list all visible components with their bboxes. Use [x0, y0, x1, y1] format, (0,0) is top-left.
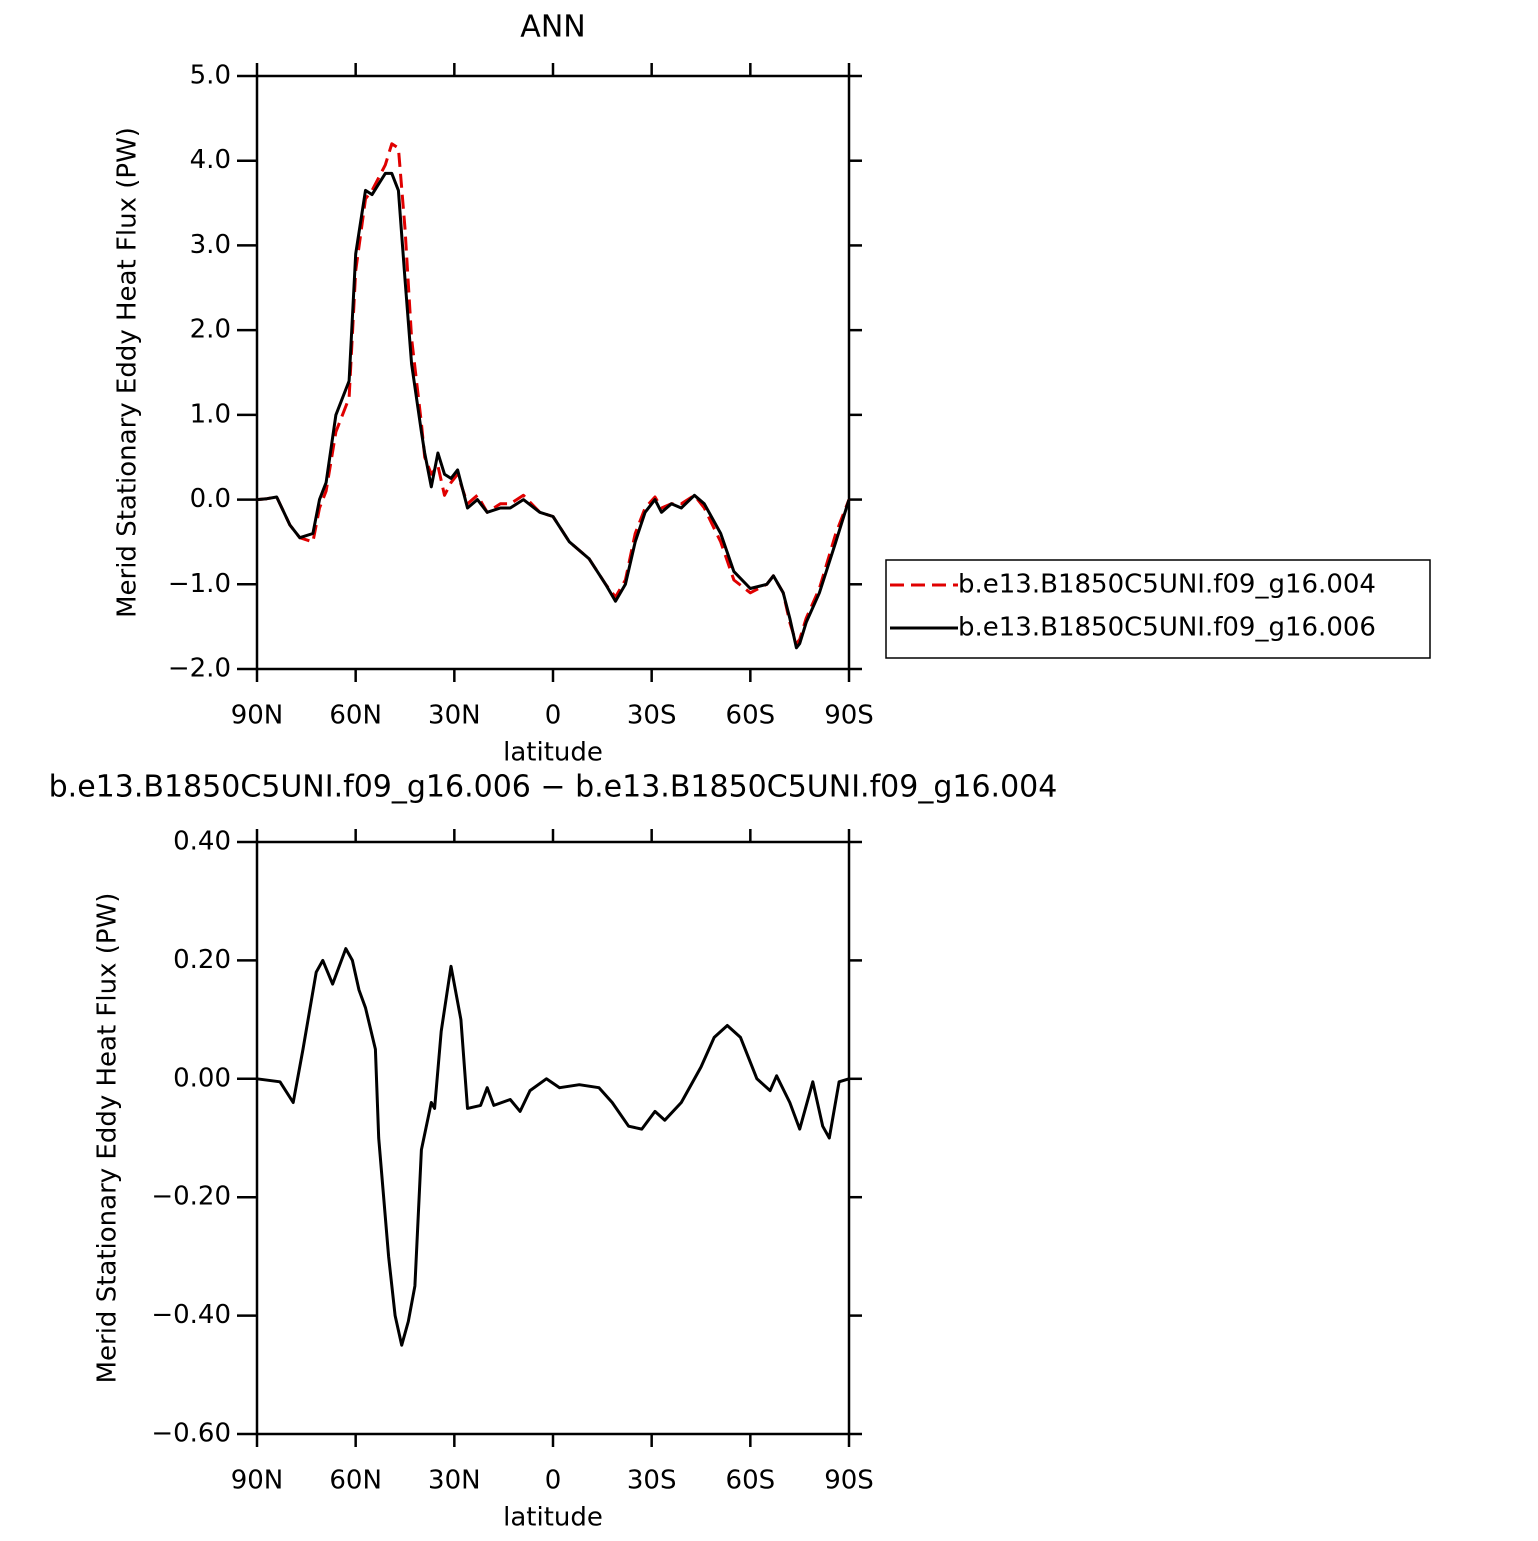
- x-tick-label: 0: [545, 701, 562, 731]
- y-tick-label: 3.0: [190, 230, 231, 260]
- x-tick-label: 30N: [428, 1466, 481, 1496]
- y-tick-label: 4.0: [190, 145, 231, 175]
- x-tick-label: 60N: [329, 701, 382, 731]
- x-tick-label: 60S: [726, 1466, 776, 1496]
- chart-title: b.e13.B1850C5UNI.f09_g16.006 − b.e13.B18…: [49, 770, 1058, 805]
- y-tick-label: −0.60: [151, 1419, 231, 1449]
- x-tick-label: 30N: [428, 701, 481, 731]
- x-tick-label: 30S: [627, 701, 677, 731]
- x-tick-label: 90N: [231, 701, 284, 731]
- y-axis-label: Merid Stationary Eddy Heat Flux (PW): [93, 893, 123, 1384]
- series-line: [256, 171, 851, 650]
- legend-label: b.e13.B1850C5UNI.f09_g16.004: [958, 570, 1376, 600]
- legend-box: [885, 559, 1431, 659]
- y-tick-label: 0.00: [173, 1063, 231, 1093]
- y-tick-label: 1.0: [190, 399, 231, 429]
- plot-frame: [255, 840, 851, 1436]
- x-tick-label: 90S: [824, 1466, 874, 1496]
- x-axis-label: latitude: [503, 1503, 603, 1533]
- x-tick-label: 30S: [627, 1466, 677, 1496]
- y-tick-label: −0.20: [151, 1182, 231, 1212]
- chart-title: ANN: [520, 10, 585, 45]
- data-line: [256, 947, 850, 1347]
- y-tick-label: 0.40: [173, 827, 231, 857]
- y-tick-label: 2.0: [190, 315, 231, 345]
- x-tick-label: 60S: [726, 701, 776, 731]
- x-tick-label: 90N: [231, 1466, 284, 1496]
- series-line: [256, 142, 851, 646]
- legend-label: b.e13.B1850C5UNI.f09_g16.006: [958, 613, 1376, 643]
- y-tick-label: 5.0: [190, 61, 231, 91]
- y-tick-label: −0.40: [151, 1300, 231, 1330]
- x-tick-label: 90S: [824, 701, 874, 731]
- plot-frame: [255, 74, 851, 671]
- y-tick-label: −1.0: [168, 569, 231, 599]
- y-tick-label: 0.0: [190, 484, 231, 514]
- x-tick-label: 60N: [329, 1466, 382, 1496]
- y-axis-label: Merid Stationary Eddy Heat Flux (PW): [113, 127, 143, 618]
- x-axis-label: latitude: [503, 738, 603, 768]
- y-tick-label: −2.0: [168, 654, 231, 684]
- x-tick-label: 0: [545, 1466, 562, 1496]
- y-tick-label: 0.20: [173, 945, 231, 975]
